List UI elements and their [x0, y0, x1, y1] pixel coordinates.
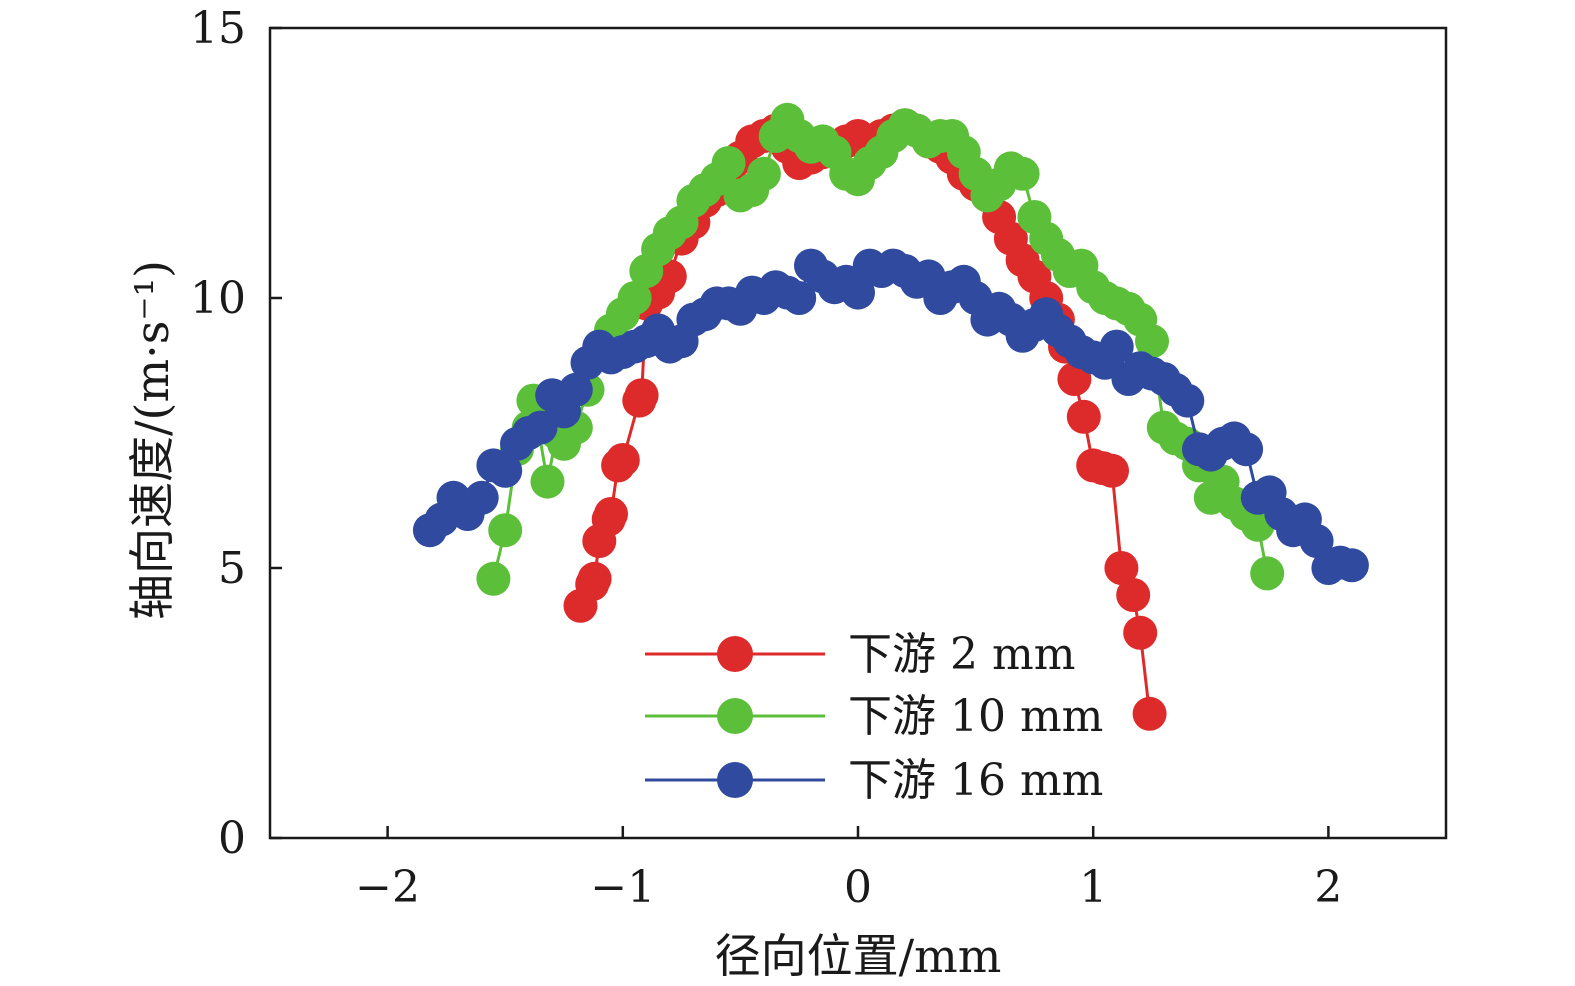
legend-item: 下游 16 mm [645, 755, 1103, 806]
x-tick-label: −1 [590, 862, 655, 913]
data-point [464, 480, 499, 515]
legend: 下游 2 mm 下游 10 mm 下游 16 mm [645, 629, 1103, 806]
data-point [488, 453, 523, 488]
data-point [841, 275, 875, 310]
data-point [1104, 551, 1139, 585]
data-point [746, 156, 781, 191]
data-point [711, 146, 746, 180]
legend-item: 下游 10 mm [645, 691, 1103, 742]
data-point [605, 443, 640, 477]
legend-label: 下游 2 mm [848, 629, 1075, 680]
y-tick-label: 10 [190, 273, 246, 324]
legend-label: 下游 16 mm [848, 755, 1103, 806]
data-point [617, 281, 652, 315]
data-point [1135, 324, 1169, 359]
data-point [530, 464, 565, 499]
data-point [488, 513, 523, 548]
data-point [1066, 399, 1101, 434]
legend-marker [717, 762, 753, 798]
data-point [1334, 548, 1369, 583]
x-tick-label: 0 [844, 862, 872, 913]
data-point [782, 281, 817, 315]
legend-marker [717, 636, 753, 672]
legend-marker [717, 698, 753, 734]
data-point [1095, 453, 1129, 488]
legend-item: 下游 2 mm [645, 629, 1075, 680]
data-point [1099, 329, 1134, 364]
data-point [1229, 432, 1264, 467]
plot-layer [412, 102, 1369, 731]
data-point [1250, 556, 1285, 591]
data-point [1170, 383, 1205, 418]
data-point [1132, 696, 1167, 731]
x-tick-label: 2 [1314, 862, 1342, 913]
data-point [624, 378, 659, 413]
legend-label: 下游 10 mm [848, 691, 1103, 742]
x-tick-label: −2 [355, 862, 420, 913]
y-tick-label: 0 [218, 813, 246, 864]
x-tick-label: 1 [1079, 862, 1107, 913]
data-point [1005, 156, 1040, 191]
y-tick-label: 15 [190, 3, 246, 54]
series-3 [412, 248, 1369, 585]
data-point [558, 372, 593, 407]
x-axis-label: 径向位置/mm [715, 929, 1002, 983]
data-point [594, 497, 628, 531]
y-axis-label: 轴向速度/(m·s⁻¹) [125, 260, 179, 620]
data-point [1299, 524, 1334, 558]
series-line [579, 123, 1152, 714]
data-point [577, 561, 612, 596]
data-point [476, 561, 511, 596]
data-point [1123, 615, 1158, 650]
data-point [1116, 578, 1151, 612]
axes-layer: −2 −1 0 1 2 0 5 10 15 [190, 3, 1448, 913]
y-tick-label: 5 [218, 543, 246, 594]
